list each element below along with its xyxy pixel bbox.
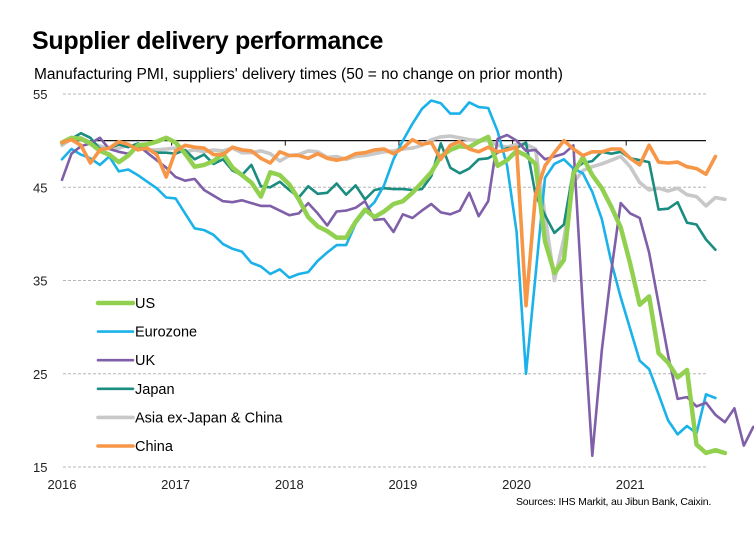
chart-subtitle: Manufacturing PMI, suppliers' delivery t…: [34, 66, 563, 83]
legend-item: Asia ex-Japan & China: [96, 410, 283, 426]
y-tick-label: 35: [33, 274, 47, 289]
legend-label: Asia ex-Japan & China: [135, 410, 283, 426]
y-axis-ticks: 15 25 35 45 55: [33, 87, 47, 475]
series-line-eurozone: [60, 99, 717, 436]
y-tick-label: 55: [33, 87, 47, 102]
chart-title: Supplier delivery performance: [32, 27, 384, 55]
series-line-uk: [60, 133, 754, 458]
chart-source: Sources: IHS Markit, au Jibun Bank, Caix…: [516, 496, 712, 508]
x-tick-label: 2020: [502, 477, 531, 492]
legend-label: Japan: [135, 382, 175, 398]
y-tick-label: 45: [33, 180, 47, 195]
x-tick-label: 2019: [388, 477, 417, 492]
legend-item: Japan: [96, 382, 175, 398]
x-tick-label: 2021: [616, 477, 645, 492]
legend-item: UK: [96, 353, 155, 369]
legend-label: UK: [135, 353, 155, 369]
series-line-japan: [60, 131, 717, 251]
series-line-china: [60, 137, 718, 308]
series-line-asia-ex-japan-china: [60, 134, 727, 283]
series-line-us: [59, 134, 728, 456]
series-lines: [59, 99, 754, 458]
legend-item: Eurozone: [96, 325, 197, 341]
legend-item: China: [96, 439, 174, 455]
legend-label: US: [135, 296, 155, 312]
x-tick-label: 2018: [275, 477, 304, 492]
y-tick-label: 15: [33, 460, 47, 475]
legend-label: China: [135, 439, 174, 455]
x-tick-label: 2016: [48, 477, 77, 492]
x-axis-ticks: 2016 2017 2018 2019 2020 2021: [48, 477, 645, 492]
legend: US Eurozone UK Japan Asia ex-Japan & China Ch…: [95, 296, 283, 455]
legend-item: US: [95, 296, 155, 312]
legend-label: Eurozone: [135, 325, 197, 341]
x-tick-label: 2017: [161, 477, 190, 492]
y-tick-label: 25: [33, 367, 47, 382]
